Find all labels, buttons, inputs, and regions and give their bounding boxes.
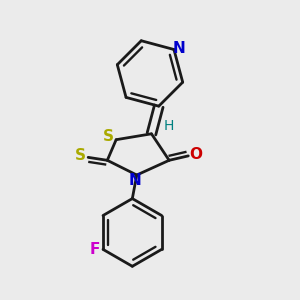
Text: H: H <box>164 119 174 134</box>
Text: S: S <box>103 129 114 144</box>
Text: N: N <box>129 173 142 188</box>
Text: F: F <box>90 242 100 257</box>
Text: S: S <box>75 148 86 164</box>
Text: N: N <box>173 40 186 56</box>
Text: O: O <box>189 147 202 162</box>
